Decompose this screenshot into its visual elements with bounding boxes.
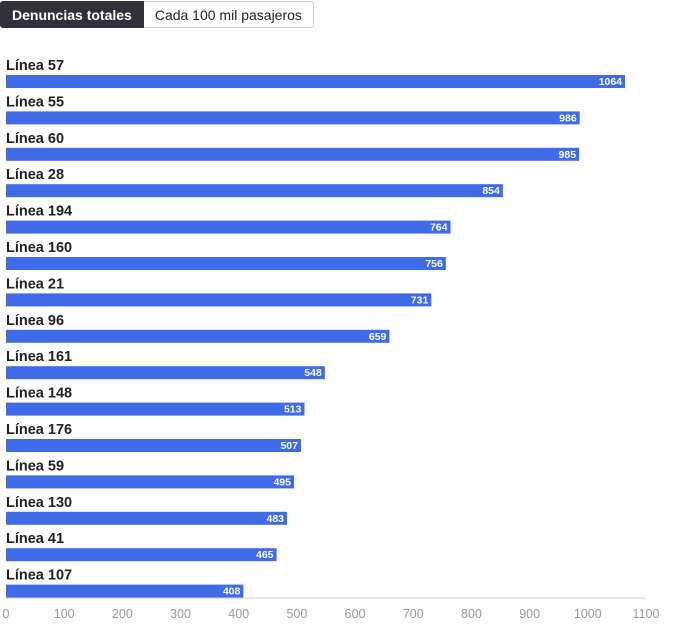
- x-tick-label: 800: [461, 607, 482, 621]
- value-label: 731: [411, 294, 429, 306]
- view-toggle: Denuncias totales Cada 100 mil pasajeros: [0, 1, 314, 28]
- tab-per-100k-passengers[interactable]: Cada 100 mil pasajeros: [143, 1, 314, 28]
- category-label: Línea 96: [6, 313, 64, 329]
- x-tick-label: 1100: [633, 607, 660, 621]
- value-label: 1064: [599, 76, 623, 88]
- category-label: Línea 55: [6, 94, 64, 110]
- category-label: Línea 57: [6, 58, 64, 74]
- x-tick-label: 900: [519, 607, 540, 621]
- value-label: 659: [369, 331, 387, 343]
- value-label: 985: [559, 149, 577, 161]
- bar: [6, 439, 301, 452]
- value-label: 507: [280, 440, 298, 452]
- value-label: 513: [284, 404, 302, 416]
- x-tick-label: 300: [170, 607, 191, 621]
- value-label: 854: [482, 185, 500, 197]
- bar: [6, 111, 580, 125]
- x-tick-label: 1000: [574, 607, 602, 621]
- value-label: 495: [273, 476, 291, 488]
- bar: [6, 257, 446, 270]
- x-tick-label: 100: [54, 607, 75, 621]
- value-label: 548: [304, 367, 322, 379]
- bar: [6, 75, 626, 88]
- category-label: Línea 176: [6, 422, 72, 438]
- category-label: Línea 107: [6, 568, 72, 584]
- bar: [6, 184, 503, 198]
- bar: [6, 293, 432, 307]
- category-label: Línea 148: [6, 386, 72, 402]
- bar: [6, 366, 325, 380]
- value-label: 483: [266, 513, 284, 525]
- bar: [6, 548, 277, 562]
- value-label: 756: [425, 258, 443, 270]
- category-label: Línea 130: [6, 495, 72, 511]
- bar: [6, 584, 244, 598]
- bar: [6, 402, 305, 416]
- category-label: Línea 60: [6, 131, 64, 147]
- bar: [6, 475, 294, 489]
- category-label: Línea 21: [6, 276, 64, 292]
- x-tick-label: 700: [403, 607, 424, 621]
- value-label: 408: [223, 586, 241, 598]
- value-label: 986: [559, 112, 577, 124]
- bar: [6, 147, 580, 161]
- bar: [6, 220, 451, 234]
- x-tick-label: 500: [286, 607, 307, 621]
- value-label: 465: [256, 549, 274, 561]
- x-tick-label: 400: [228, 607, 249, 621]
- category-label: Línea 194: [6, 204, 72, 220]
- value-label: 764: [430, 222, 448, 234]
- x-tick-label: 200: [112, 607, 133, 621]
- category-label: Línea 160: [6, 240, 72, 256]
- bar: [6, 511, 288, 525]
- tab-total-complaints[interactable]: Denuncias totales: [0, 1, 144, 28]
- bar: [6, 329, 390, 343]
- category-label: Línea 161: [6, 349, 72, 365]
- x-tick-label: 0: [3, 607, 10, 621]
- category-label: Línea 28: [6, 167, 64, 183]
- category-label: Línea 41: [6, 531, 64, 547]
- category-label: Línea 59: [6, 458, 64, 474]
- x-tick-label: 600: [345, 607, 366, 621]
